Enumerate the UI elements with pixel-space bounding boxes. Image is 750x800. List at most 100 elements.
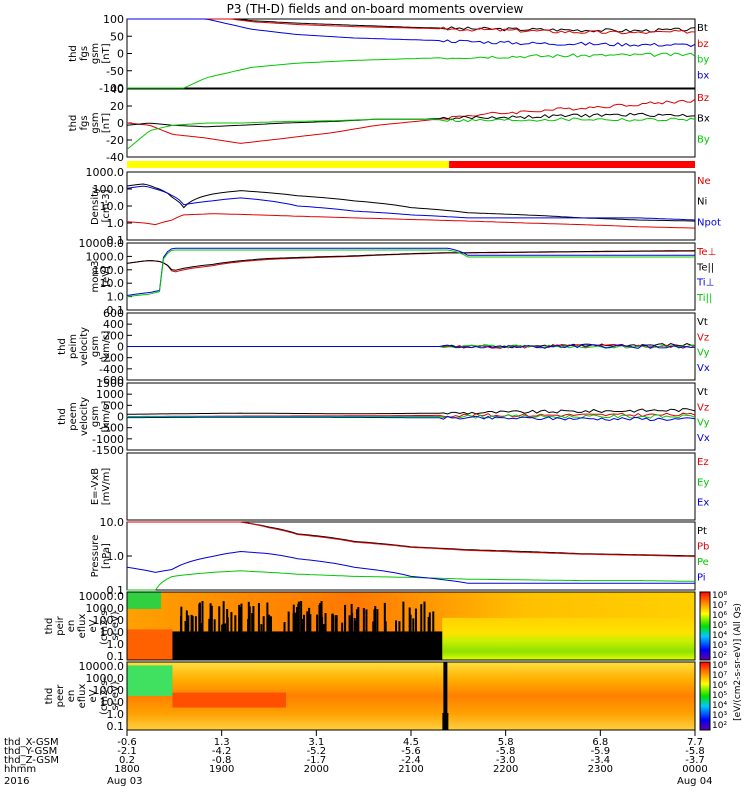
date-end: Aug 04 — [677, 776, 712, 787]
tick-label: -1000 — [92, 433, 124, 446]
year-label: 2016 — [4, 776, 29, 787]
spectrogram-band — [127, 592, 162, 609]
spectrogram-gap — [199, 623, 202, 632]
axis-label: gsm — [90, 43, 101, 64]
spectrogram-gap — [208, 618, 211, 632]
axis-label: [eV] — [101, 266, 112, 287]
spectrogram-gap — [309, 614, 312, 632]
colorbar-tick: 10⁵ — [712, 691, 727, 701]
panel-frame — [126, 591, 696, 661]
series-line — [127, 414, 696, 419]
tick-label: 10000.0 — [79, 590, 125, 603]
legend-entry: Vy — [697, 348, 710, 359]
spectrogram-gap — [334, 615, 337, 632]
tick-label: 0.1 — [107, 650, 125, 663]
spectrogram-gap — [348, 615, 351, 632]
axis-label: peer — [55, 684, 66, 708]
spectrogram-gap — [398, 621, 401, 632]
x-row-label: thd_X-GSM — [4, 737, 59, 748]
axis-label: fgs — [79, 115, 90, 130]
spectrogram-gap — [294, 619, 297, 632]
legend-entry: Pt — [697, 526, 707, 537]
tick-label: 1.0 — [107, 708, 125, 721]
spectrogram-gap — [344, 604, 347, 632]
spectrogram-gap — [319, 603, 322, 632]
colorbar-tick: 10⁸ — [712, 591, 727, 601]
spectrogram-gap — [201, 601, 204, 632]
axis-label: [mV/m] — [101, 468, 112, 506]
spectrogram-gap — [357, 607, 360, 632]
x-tick-label: -1.7 — [307, 755, 327, 766]
tick-label: -40 — [106, 151, 124, 164]
axis-label: gsm — [90, 406, 101, 427]
spectrogram-gap — [218, 606, 221, 632]
spectrogram-gap — [443, 662, 448, 730]
axis-label: mom3 — [90, 261, 101, 293]
x-tick-label: -5.6 — [401, 746, 421, 757]
spectrogram-gap — [300, 601, 303, 632]
flag-segment — [127, 161, 450, 168]
legend-entry: Te⊥ — [696, 247, 716, 258]
tick-label: 100.0 — [93, 614, 125, 627]
panel-2 — [127, 161, 695, 168]
spectrogram-gap — [257, 603, 260, 632]
legend-entry: Pi — [697, 573, 706, 584]
axis-label: (cm2-s- — [99, 677, 110, 715]
x-tick-label: 4.5 — [403, 737, 419, 748]
spectrogram-band — [127, 665, 173, 696]
legend-entry: Bt — [697, 23, 708, 34]
series-line — [126, 250, 696, 271]
colorbar-tick: 10⁶ — [712, 611, 727, 621]
spectrogram-gap — [185, 610, 188, 632]
spectrogram-gap — [427, 616, 430, 632]
spectrogram-gap — [323, 624, 326, 632]
x-axis: thd_X-GSM -0.6 1.3 3.1 4.5 5.8 6.8 7.7 thd_Y-GSM… — [4, 730, 712, 787]
legend-entry: Vy — [697, 418, 710, 429]
x-tick-label: 5.8 — [498, 737, 514, 748]
axis-label: (cm2-s- — [99, 607, 110, 645]
spectrogram-gap — [190, 614, 193, 632]
spectrogram-gap — [198, 603, 201, 632]
spectrogram-gap — [353, 617, 356, 632]
legend-entry: Vt — [697, 317, 708, 328]
spectrogram-gap — [442, 713, 449, 730]
axis-label: thd — [57, 338, 68, 355]
colorbar-tick: 10⁵ — [712, 621, 727, 631]
tick-label: 1.0 — [107, 291, 125, 304]
axis-label: en — [66, 690, 77, 703]
axis-label: [nT] — [101, 43, 112, 63]
panel-frame — [126, 242, 696, 311]
colorbar-tick: 10² — [712, 651, 727, 661]
legend-entry: bx — [697, 70, 709, 81]
tick-label: 0 — [117, 48, 124, 61]
axis-label: [km/s] — [101, 400, 112, 432]
legend-entry: Ti|| — [696, 293, 712, 304]
series-line — [127, 521, 696, 557]
panel-1: 40 20 0 -20 -40 thd fgs gsm [nT] Bz Bx By — [68, 83, 710, 164]
series-line — [127, 344, 696, 349]
tick-label: 500 — [103, 399, 124, 412]
legend-entry: Bx — [697, 114, 710, 125]
series-line — [126, 550, 695, 584]
axis-label: eflux — [77, 684, 88, 709]
x-tick-label: -4.2 — [212, 746, 232, 757]
panel-3: 1000.0 100.0 10.0 1.0 0.1 Density [cm-3] Ne Ni Np… — [86, 166, 721, 247]
x-tick-label: 0.2 — [119, 755, 135, 766]
colorbar-tick: 10⁴ — [712, 701, 727, 711]
spectrogram-gap — [213, 619, 216, 632]
tick-label: -600 — [99, 374, 124, 387]
spectrogram-band — [442, 617, 695, 660]
spectrogram-gap — [209, 603, 212, 632]
axis-label: gsm — [90, 112, 101, 133]
spectrogram-gap — [210, 605, 213, 632]
legend-entry: Ni — [697, 197, 707, 208]
panel-0: 100 50 0 -50 -100 thd fgs gsm [nT] Bt bz by bx — [68, 13, 709, 95]
tick-label: 0.1 — [107, 720, 125, 733]
colorbar: 10⁸10⁷10⁶10⁵10⁴10³10²10⁸10⁷10⁶10⁵10⁴10³1… — [699, 591, 743, 731]
spectrogram-band — [172, 692, 287, 708]
legend-entry: Vx — [697, 363, 710, 374]
x-tick-label: -5.9 — [591, 746, 611, 757]
spectrogram-gap — [303, 614, 306, 632]
